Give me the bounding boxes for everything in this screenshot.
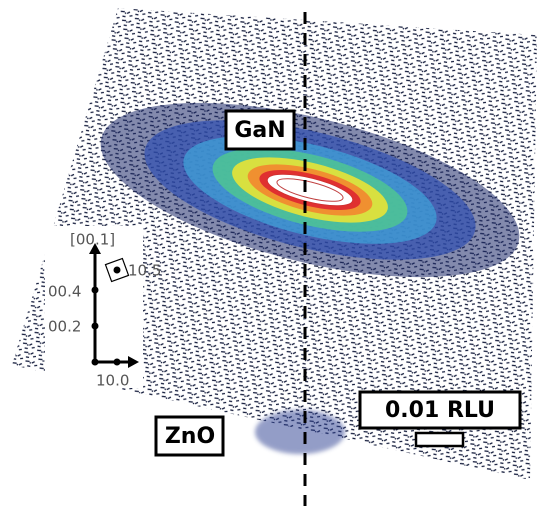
gan-peak-contours (100, 102, 520, 278)
scale-bar (414, 431, 465, 448)
inset-tick: 00.2 (48, 318, 81, 336)
contour (276, 178, 344, 202)
point (91, 358, 99, 366)
point-frame (104, 257, 130, 283)
contour (266, 173, 354, 207)
point (113, 266, 121, 274)
label-box (154, 415, 225, 457)
scale-label: 0.01 RLU (385, 398, 495, 423)
zno-label: ZnO (165, 424, 215, 449)
point (113, 358, 121, 366)
gan-label: GaN (234, 118, 285, 143)
label-box (224, 109, 296, 151)
point (91, 322, 99, 330)
point (91, 286, 99, 294)
label-box (358, 390, 522, 430)
inset-point-label: 10.5 (128, 262, 161, 280)
zno-peak (255, 410, 345, 454)
inset-tick: 00.4 (48, 283, 81, 301)
arrow-head (89, 243, 101, 254)
inset-tick: 10.0 (96, 372, 129, 390)
arrow-head (128, 356, 139, 368)
inset-axis-label: [00.1] (70, 231, 115, 249)
